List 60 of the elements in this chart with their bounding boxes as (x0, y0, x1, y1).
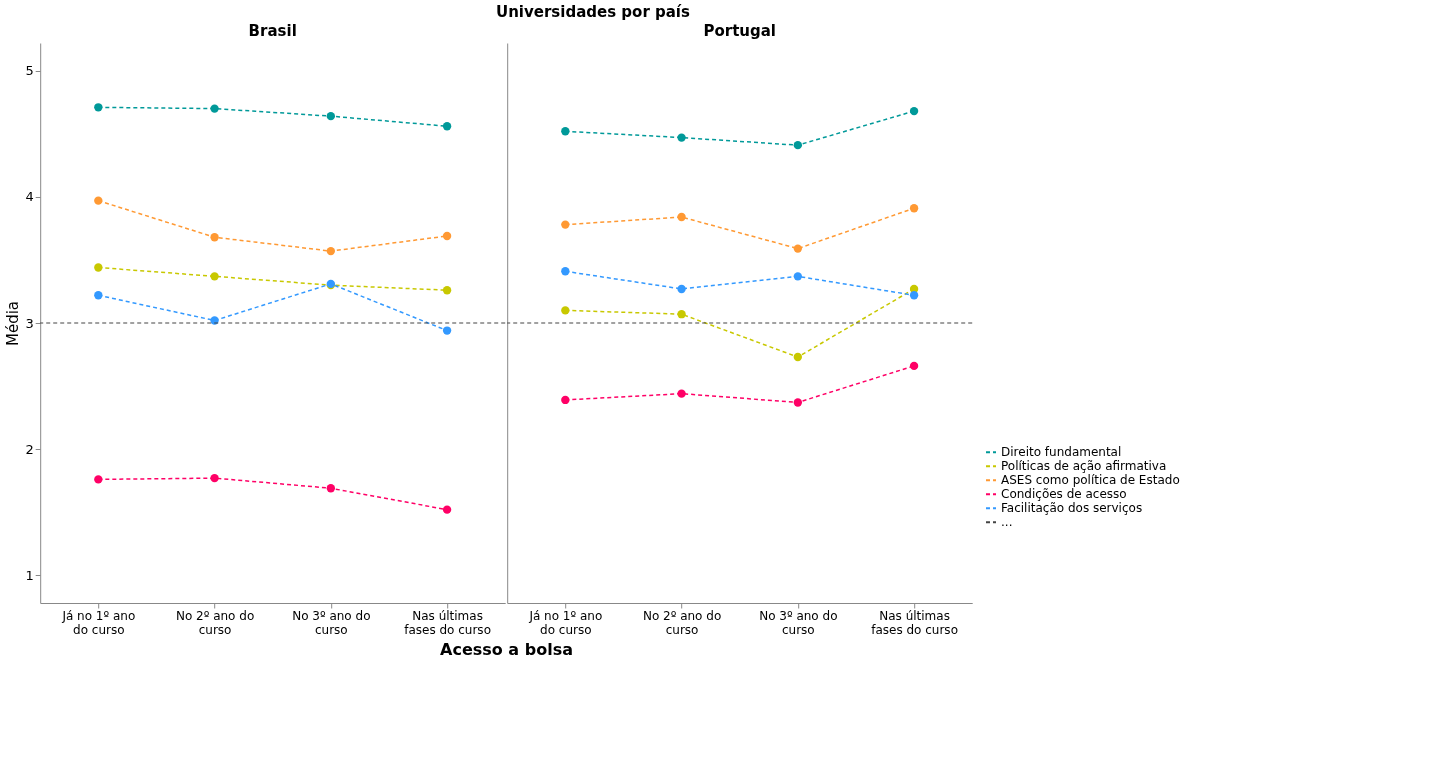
point (94, 103, 103, 112)
point (442, 505, 452, 514)
point (909, 361, 919, 371)
point (94, 196, 103, 205)
chart-title: Brasil (248, 22, 297, 40)
y-axis-title: Média (4, 300, 23, 347)
legend-label: Políticas de ação afirmativa (1001, 459, 1167, 474)
point (909, 204, 919, 213)
y-tick-label: 1 (25, 567, 34, 583)
legend-label: Facilitação dos serviços (1001, 501, 1143, 516)
point (677, 310, 686, 319)
point (561, 306, 570, 315)
point (210, 473, 219, 483)
legend-label: ASES como política de Estado (1001, 473, 1180, 488)
x-tick-label: No 3º ano do curso (759, 608, 838, 637)
y-tick-label: 4 (25, 189, 34, 205)
x-tick-label: Já no 1º ano do curso (61, 608, 136, 637)
point (561, 220, 570, 229)
point (909, 291, 919, 300)
x-tick-label: Já no 1º ano do curso (528, 608, 603, 637)
point (442, 286, 452, 295)
point (793, 140, 803, 150)
point (793, 352, 803, 362)
legend-label: Condições de acesso (1001, 487, 1127, 502)
point (442, 231, 452, 241)
x-axis-title: Acesso a bolsa (440, 640, 573, 659)
point (677, 284, 686, 294)
point (677, 389, 686, 398)
point (677, 133, 686, 142)
y-tick-label: 5 (25, 63, 34, 79)
x-tick-label: Nas últimas fases do curso (404, 608, 491, 637)
point (326, 246, 336, 256)
x-tick-label: No 2º ano do curso (642, 608, 722, 637)
point (94, 291, 103, 300)
x-tick-label: Nas últimas fases do curso (871, 608, 958, 637)
point (909, 106, 919, 116)
point (793, 272, 803, 281)
point (793, 244, 803, 253)
point (326, 111, 336, 121)
point (442, 122, 452, 131)
point (677, 212, 686, 222)
chart-title: Portugal (703, 22, 776, 40)
point (561, 267, 570, 276)
point (210, 233, 219, 242)
legend-label: Direito fundamental (1001, 445, 1122, 460)
point (442, 326, 452, 335)
point (94, 475, 103, 484)
point (326, 484, 336, 493)
x-tick-label: No 3º ano do curso (292, 608, 371, 637)
point (210, 272, 219, 281)
point (210, 104, 219, 113)
point (94, 263, 103, 272)
point (561, 395, 570, 405)
point (561, 127, 570, 136)
text: Universidades por país (496, 3, 690, 21)
x-tick-label: No 2º ano do curso (175, 608, 255, 637)
legend-label: ... (1001, 515, 1013, 530)
y-tick-label: 3 (25, 315, 34, 331)
point (793, 398, 803, 407)
y-tick-label: 2 (25, 441, 34, 457)
